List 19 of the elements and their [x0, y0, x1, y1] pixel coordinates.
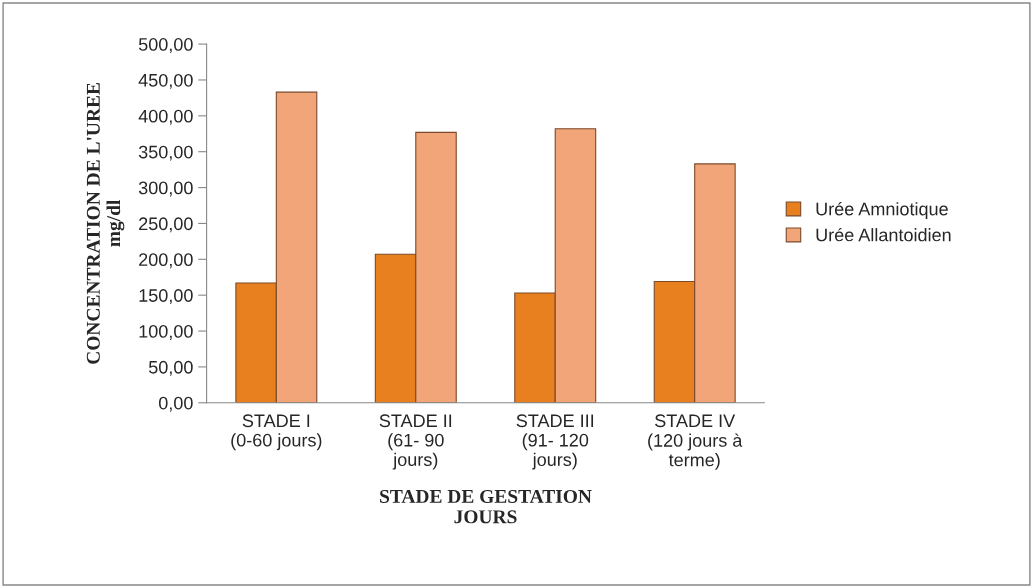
y-tick-label: 400,00 — [138, 109, 193, 125]
y-tick-label: 450,00 — [138, 73, 193, 89]
x-tick-label: STADE I (0-60 jours) — [231, 414, 322, 451]
y-tick-label: 100,00 — [139, 324, 193, 340]
x-tick-label: STADE II (61- 90 jours) — [379, 414, 452, 470]
x-tick-label: STADE IV (120 jours à terme) — [648, 414, 743, 470]
y-tick-label: 200,00 — [139, 253, 193, 269]
y-tick-label: 50,00 — [148, 360, 193, 376]
x-axis-title: STADE DE GESTATION JOURS — [380, 489, 592, 524]
y-tick-label: 350,00 — [138, 145, 193, 161]
y-tick-label: 300,00 — [138, 181, 193, 197]
x-tick-label: STADE III (91- 120 jours) — [516, 414, 594, 470]
y-axis-title: CONCENTRATION DE L'UREE mg/dl — [86, 83, 125, 364]
y-tick-label: 500,00 — [138, 38, 193, 53]
legend-label: Urée Allantoidien — [816, 227, 951, 242]
y-tick-label: 150,00 — [139, 289, 193, 305]
y-tick-label: 250,00 — [139, 217, 193, 233]
y-tick-label: 0,00 — [158, 396, 193, 412]
legend-label: Urée Amniotique — [816, 201, 948, 219]
